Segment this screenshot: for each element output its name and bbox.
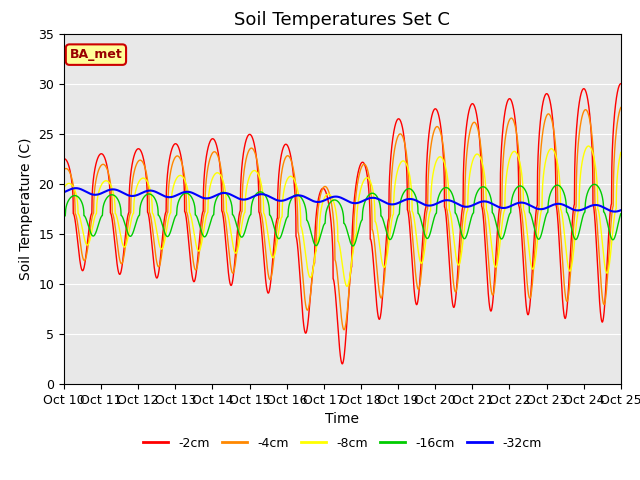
Y-axis label: Soil Temperature (C): Soil Temperature (C) [19, 138, 33, 280]
X-axis label: Time: Time [325, 412, 360, 426]
-32cm [490, 202, 498, 208]
-2cm [60, 156, 68, 162]
-32cm [127, 193, 134, 199]
-8cm [233, 249, 241, 254]
Line: -4cm: -4cm [64, 108, 621, 330]
Line: -32cm: -32cm [64, 188, 621, 212]
-4cm [340, 327, 348, 333]
-2cm [490, 282, 498, 288]
-8cm [445, 189, 452, 195]
-2cm [445, 252, 452, 258]
Line: -2cm: -2cm [64, 84, 621, 364]
-8cm [584, 143, 592, 149]
-16cm [591, 181, 598, 187]
Line: -16cm: -16cm [64, 184, 621, 246]
-16cm [233, 224, 241, 229]
Title: Soil Temperatures Set C: Soil Temperatures Set C [234, 11, 451, 29]
-4cm [233, 246, 241, 252]
-32cm [617, 207, 625, 213]
-2cm [127, 169, 135, 175]
-8cm [617, 150, 625, 156]
-16cm [617, 211, 625, 216]
-32cm [95, 191, 103, 197]
-4cm [445, 223, 452, 228]
-16cm [445, 186, 452, 192]
-8cm [95, 188, 103, 193]
-16cm [95, 219, 103, 225]
-8cm [60, 185, 68, 191]
-4cm [490, 288, 498, 293]
Legend: -2cm, -4cm, -8cm, -16cm, -32cm: -2cm, -4cm, -8cm, -16cm, -32cm [138, 432, 547, 455]
-8cm [127, 218, 135, 224]
-2cm [95, 153, 103, 158]
-4cm [126, 211, 134, 216]
-8cm [126, 222, 134, 228]
-32cm [611, 209, 619, 215]
-32cm [127, 193, 135, 199]
-16cm [490, 213, 498, 219]
-4cm [127, 196, 135, 202]
-16cm [60, 214, 68, 220]
-2cm [233, 231, 241, 237]
-32cm [445, 197, 452, 203]
-16cm [127, 233, 135, 239]
-2cm [339, 361, 346, 367]
-16cm [349, 243, 356, 249]
-8cm [343, 283, 351, 289]
-4cm [95, 166, 103, 172]
-2cm [126, 176, 134, 182]
-8cm [490, 261, 498, 267]
Line: -8cm: -8cm [64, 146, 621, 286]
-16cm [126, 233, 134, 239]
-32cm [234, 195, 241, 201]
-32cm [72, 185, 80, 191]
-32cm [60, 189, 68, 195]
-2cm [617, 81, 625, 86]
Text: BA_met: BA_met [70, 48, 122, 61]
-4cm [60, 167, 68, 172]
-4cm [617, 105, 625, 110]
